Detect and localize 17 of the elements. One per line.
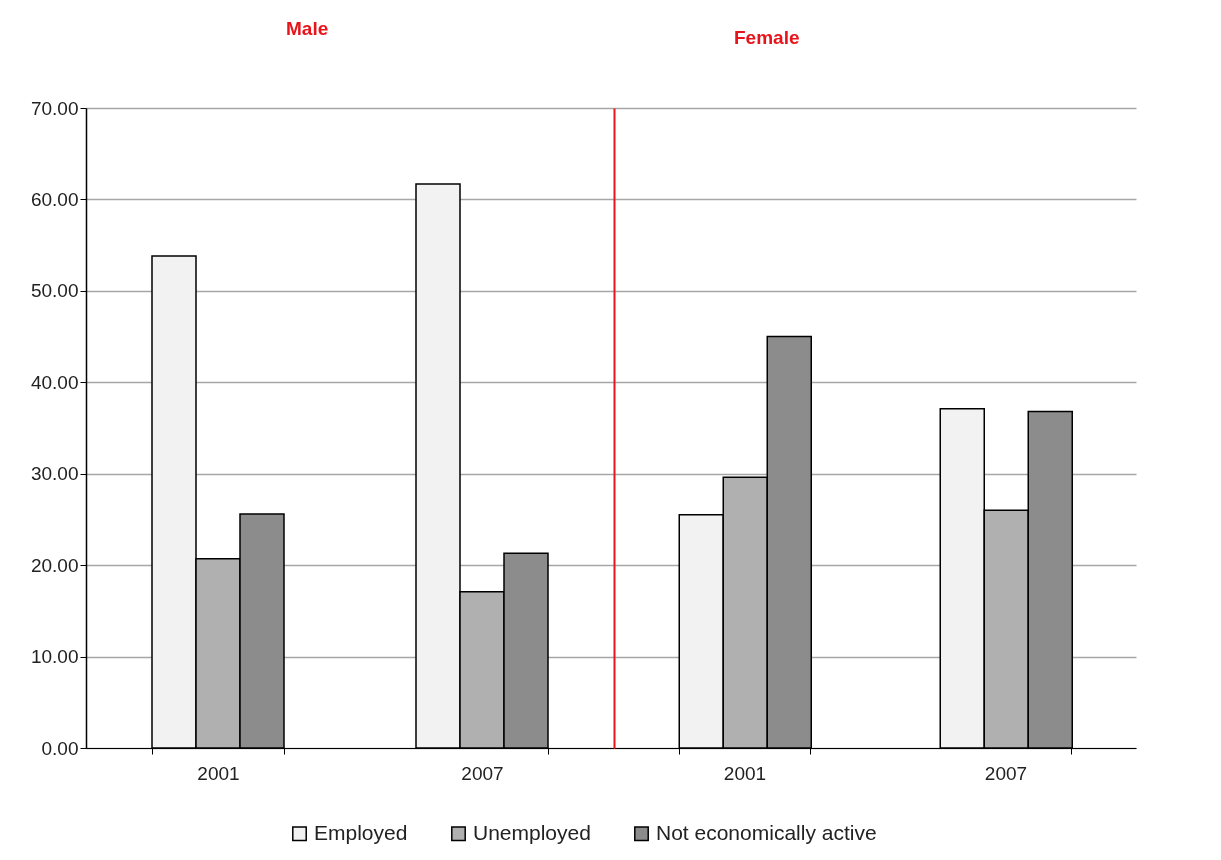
y-tick-label: 50.00 bbox=[30, 280, 79, 302]
legend-label: Unemployed bbox=[473, 820, 591, 844]
y-tick-label: 30.00 bbox=[30, 463, 79, 485]
chart-title: Male bbox=[286, 18, 329, 39]
y-tick-label: 10.00 bbox=[30, 646, 79, 668]
y-tick-label: 20.00 bbox=[30, 554, 79, 576]
chart-title: Female bbox=[734, 27, 800, 48]
y-tick-label: 0.00 bbox=[41, 737, 79, 759]
y-tick-label: 70.00 bbox=[30, 97, 79, 119]
x-tick-label: 2007 bbox=[984, 762, 1028, 784]
y-tick-label: 40.00 bbox=[30, 371, 79, 393]
legend-label: Employed bbox=[314, 820, 408, 844]
y-tick-label: 60.00 bbox=[30, 188, 79, 210]
x-tick-label: 2007 bbox=[461, 762, 504, 784]
legend-label: Not economically active bbox=[656, 820, 877, 844]
x-tick-label: 2001 bbox=[723, 762, 767, 784]
x-tick-label: 2001 bbox=[197, 762, 240, 784]
